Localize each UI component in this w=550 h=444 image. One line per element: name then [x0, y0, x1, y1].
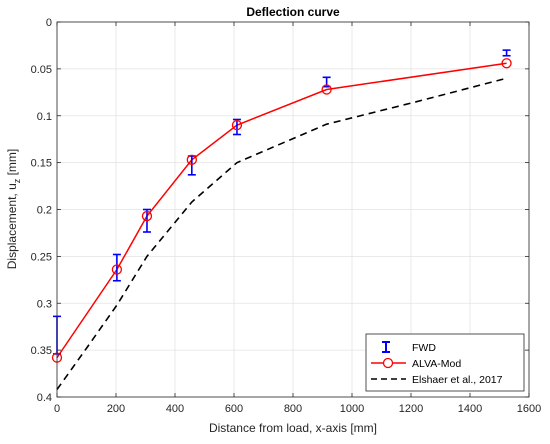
x-tick-label: 600 [225, 403, 243, 415]
y-tick-label: 0.25 [31, 251, 52, 263]
alva-mod-point [186, 154, 197, 165]
alva-mod-point [321, 84, 332, 95]
y-axis-title: Displacement, uz [mm] [5, 149, 22, 270]
x-tick-label: 1200 [399, 403, 423, 415]
y-tick-label: 0.1 [37, 111, 52, 123]
legend-label-elshaer: Elshaer et al., 2017 [412, 374, 503, 386]
legend-entry-fwd: FWD [382, 341, 436, 354]
legend-swatch-fwd [382, 341, 390, 353]
axis-ticks: 0 200 400 600 800 1000 1200 1400 1600 0 0.05 0.1 0.1… [31, 17, 542, 415]
y-tick-label: 0.35 [31, 345, 52, 357]
fwd-errorbar [232, 118, 241, 136]
x-tick-label: 800 [284, 403, 302, 415]
legend-entry-alva-mod: ALVA-Mod [371, 357, 461, 370]
y-axis-title-subscript: z [12, 178, 22, 183]
legend-label-alva-mod: ALVA-Mod [412, 358, 461, 370]
y-axis-title-main: Displacement, u [5, 183, 19, 269]
legend-label-fwd: FWD [412, 342, 436, 354]
legend: FWD ALVA-Mod Elshaer et al., 2017 [365, 333, 525, 392]
y-tick-label: 0 [46, 17, 52, 29]
fwd-errorbar [112, 253, 121, 282]
y-tick-label: 0.05 [31, 64, 52, 76]
x-tick-label: 1400 [458, 403, 482, 415]
alva-mod-point [501, 58, 512, 69]
x-axis-title: Distance from load, x-axis [mm] [209, 421, 377, 435]
x-tick-label: 400 [166, 403, 184, 415]
elshaer-curve [56, 77, 507, 390]
alva-mod-point [111, 264, 123, 275]
x-tick-label: 1000 [340, 403, 364, 415]
legend-swatch-alva-mod-marker [382, 357, 394, 369]
y-axis-title-unit: [mm] [5, 149, 19, 179]
alva-mod-point [231, 119, 243, 131]
y-tick-label: 0.4 [37, 392, 52, 404]
legend-entry-elshaer: Elshaer et al., 2017 [371, 374, 503, 386]
y-tick-label: 0.15 [31, 158, 52, 170]
x-tick-label: 0 [54, 403, 60, 415]
y-tick-label: 0.2 [37, 205, 52, 217]
y-tick-label: 0.3 [37, 298, 52, 310]
chart-title: Deflection curve [246, 5, 340, 19]
alva-mod-point [141, 210, 153, 222]
fwd-errorbar [502, 49, 511, 57]
x-tick-label: 200 [107, 403, 125, 415]
x-tick-label: 1600 [517, 403, 541, 415]
